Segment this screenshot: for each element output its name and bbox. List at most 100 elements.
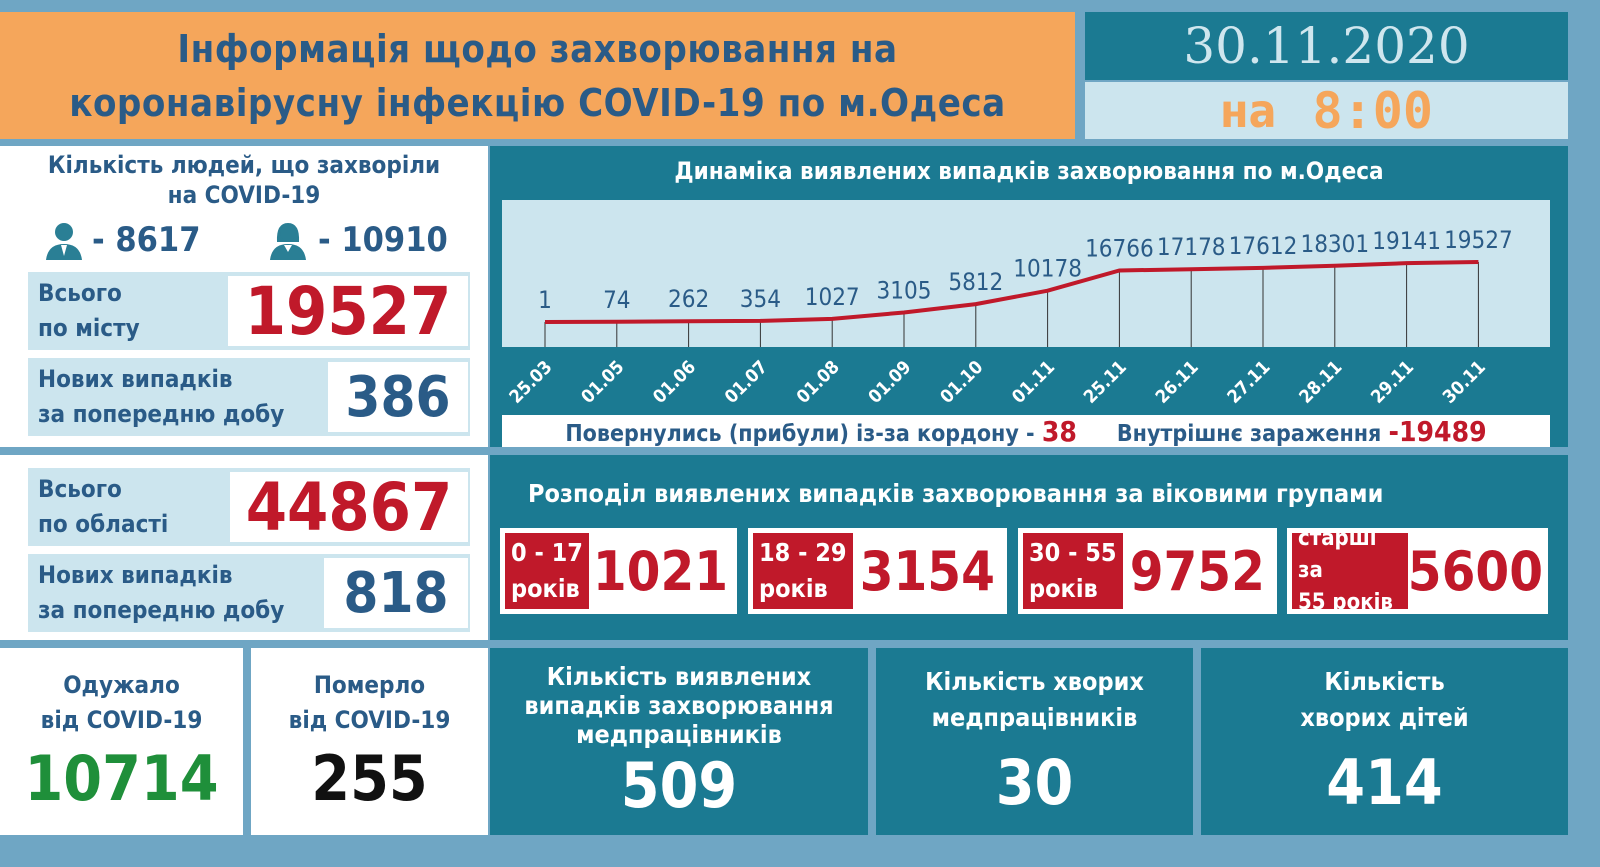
city-total-value: 19527 [228, 273, 468, 350]
male-user-icon [46, 223, 82, 260]
label: по місту [38, 314, 140, 342]
data-label: 354 [740, 285, 781, 313]
report-date: 30.11.2020 [1085, 12, 1568, 80]
x-tick-label: 29.11 [1367, 357, 1418, 408]
female-count: - 10910 [318, 220, 448, 260]
data-label: 3105 [877, 276, 932, 304]
data-label: 16766 [1085, 234, 1154, 262]
age-unit: 55 років [1298, 590, 1393, 615]
region-new-value: 818 [324, 558, 468, 628]
returned-label: Повернулись (прибули) із-за кордону - [565, 420, 1035, 447]
x-tick-label: 01.09 [864, 357, 915, 408]
age-group-card: 18 - 29 років 3154 [748, 528, 1007, 614]
time-value: 8:00 [1312, 81, 1433, 140]
label: Кількість виявлених [546, 661, 812, 691]
data-label: 18301 [1300, 230, 1369, 258]
region-panel: Всього по області 44867 Нових випадків за … [0, 455, 488, 640]
age-unit: років [1029, 574, 1098, 603]
city-panel: Кількість людей, що захворіли на COVID-1… [0, 146, 488, 447]
label: медпрацівників [576, 719, 782, 749]
time-prefix: на [1220, 83, 1277, 138]
label: від COVID-19 [40, 706, 203, 734]
age-title: Розподіл виявлених випадків захворювання… [528, 479, 1384, 508]
page-title: Інформація щодо захворювання на коронаві… [0, 12, 1075, 139]
label: Одужало [63, 671, 180, 699]
data-label: 19527 [1444, 226, 1513, 254]
region-new-box: Нових випадків за попередню добу 818 [28, 554, 470, 632]
internal-label: Внутрішнє зараження [1116, 420, 1382, 447]
age-group-card: 30 - 55 років 9752 [1018, 528, 1277, 614]
x-tick-label: 01.06 [649, 357, 700, 408]
city-new-box: Нових випадків за попередню добу 386 [28, 358, 470, 436]
x-tick-label: 27.11 [1223, 357, 1274, 408]
data-label: 1 [538, 286, 552, 314]
chart-title: Динаміка виявлених випадків захворювання… [674, 157, 1384, 185]
region-total-box: Всього по області 44867 [28, 468, 470, 546]
label: за попередню добу [38, 400, 285, 428]
x-tick-label: 01.08 [793, 357, 844, 408]
city-title-1: Кількість людей, що захворіли [47, 151, 441, 179]
x-tick-label: 01.07 [721, 357, 772, 408]
recovered-value: 10714 [24, 742, 219, 815]
city-total-box: Всього по місту 19527 [28, 272, 470, 350]
report-time: на 8:00 [1085, 81, 1568, 140]
age-group-value: 5600 [1407, 539, 1543, 603]
x-tick-label: 26.11 [1152, 357, 1203, 408]
age-group-card: старші за 55 років 5600 [1287, 526, 1548, 615]
data-label: 5812 [948, 268, 1003, 296]
data-label: 17612 [1229, 232, 1298, 260]
label: Всього [38, 475, 122, 503]
label: медпрацівників [931, 703, 1138, 732]
x-tick-label: 01.10 [936, 357, 987, 408]
label: хворих дітей [1300, 703, 1469, 732]
age-range: 30 - 55 [1029, 538, 1117, 567]
female-user-icon [270, 223, 306, 260]
age-group-label: 18 - 29 років [753, 533, 853, 609]
x-tick-label: 30.11 [1439, 357, 1490, 408]
label: за попередню добу [38, 596, 285, 624]
data-label: 17178 [1157, 233, 1226, 261]
age-group-value: 1021 [592, 539, 729, 603]
sources-strip: Повернулись (прибули) із-за кордону - 38… [502, 414, 1550, 448]
cases-line-chart: 1 25.03 74 01.05 262 01.06 354 01.07 1027 01.08 31… [502, 200, 1550, 408]
medics-cases-card: Кількість виявлених випадків захворюванн… [490, 648, 868, 835]
label: від COVID-19 [288, 706, 451, 734]
medics-cases-value: 509 [620, 748, 738, 822]
children-card: Кількість хворих дітей 414 [1201, 648, 1568, 835]
age-range: 0 - 17 [511, 538, 583, 567]
label: Кількість хворих [925, 667, 1144, 696]
age-group-card: 0 - 17 років 1021 [500, 528, 737, 614]
label: Нових випадків [38, 365, 233, 393]
died-value: 255 [311, 742, 428, 815]
data-label: 10178 [1013, 255, 1082, 283]
male-count: - 8617 [92, 220, 201, 260]
region-total-value: 44867 [230, 469, 468, 546]
age-group-value: 3154 [859, 539, 995, 603]
x-tick-label: 01.05 [577, 357, 628, 408]
medics-sick-card: Кількість хворих медпрацівників 30 [876, 648, 1193, 835]
data-label: 74 [603, 286, 630, 314]
age-range: 18 - 29 [759, 538, 847, 567]
city-new-value: 386 [328, 362, 468, 432]
label: по області [38, 510, 169, 538]
title-line-1: Інформація щодо захворювання на [177, 26, 898, 71]
children-value: 414 [1326, 746, 1443, 819]
age-range: старші за [1298, 526, 1377, 583]
x-tick-label: 25.11 [1080, 357, 1131, 408]
data-label: 19141 [1372, 227, 1441, 255]
label: Всього [38, 279, 122, 307]
label: Кількість [1324, 667, 1445, 696]
title-line-2: коронавірусну інфекцію COVID-19 по м.Оде… [69, 80, 1006, 125]
age-unit: років [759, 574, 828, 603]
died-card: Померло від COVID-19 255 [251, 648, 488, 835]
returned-value: 38 [1041, 414, 1077, 448]
data-label: 262 [668, 285, 709, 313]
internal-value: -19489 [1388, 414, 1487, 448]
data-label: 1027 [805, 283, 860, 311]
x-tick-label: 25.03 [505, 357, 556, 408]
x-tick-label: 28.11 [1295, 357, 1346, 408]
label: випадків захворювання [524, 690, 834, 720]
label: Нових випадків [38, 561, 233, 589]
age-group-label: 0 - 17 років [505, 533, 589, 609]
age-group-label: 30 - 55 років [1023, 533, 1123, 609]
